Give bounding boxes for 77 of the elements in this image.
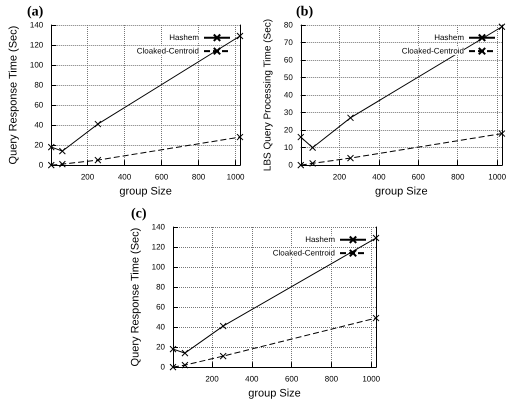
point: [236, 134, 244, 141]
y-tick-label: 120: [152, 242, 166, 252]
legend-label: Hashem: [169, 33, 200, 42]
chart-title: (a): [27, 4, 44, 20]
x-tick-label: 400: [118, 172, 132, 182]
legend-label: Hashem: [305, 235, 336, 244]
y-axis-title: Query Response Time (Sec): [129, 228, 142, 366]
x-tick-label: 600: [154, 172, 169, 182]
point: [220, 322, 227, 330]
point: [220, 352, 227, 360]
point: [372, 314, 380, 322]
point: [181, 362, 188, 369]
point: [48, 162, 55, 169]
y-tick-label: 140: [30, 20, 44, 30]
point: [498, 23, 506, 30]
x-tick-label: 1000: [362, 374, 381, 384]
point: [58, 160, 66, 168]
chart-title: (c): [131, 206, 147, 222]
legend-label: Cloaked-Centroid: [402, 46, 464, 56]
point: [94, 120, 102, 128]
y-axis-title: LBS Query Processing Time (Sec): [262, 18, 274, 172]
legend-label: Cloaked-Centroid: [272, 248, 335, 258]
point: [94, 156, 102, 164]
legend-label: Hashem: [434, 33, 464, 42]
x-tick-label: 1000: [226, 172, 246, 182]
y-tick-label: 20: [156, 342, 166, 352]
x-tick-label: 200: [205, 374, 220, 384]
point: [297, 162, 304, 169]
y-tick-label: 0: [38, 160, 44, 170]
y-tick-label: 120: [30, 40, 44, 50]
x-tick-label: 800: [192, 172, 206, 182]
y-tick-label: 20: [284, 126, 294, 135]
y-tick-label: 40: [34, 120, 44, 130]
x-axis-title: group Size: [248, 388, 301, 400]
x-tick-label: 600: [412, 172, 426, 182]
x-axis-title: group Size: [119, 186, 172, 198]
y-tick-label: 100: [30, 60, 44, 70]
y-tick-label: 70: [284, 38, 294, 48]
point: [58, 148, 66, 155]
y-tick-label: 10: [284, 143, 294, 152]
y-tick-label: 50: [284, 73, 294, 82]
point: [346, 154, 354, 162]
point: [170, 364, 176, 371]
point: [236, 32, 244, 40]
point: [372, 234, 380, 242]
y-axis-title: Query Response Time (Sec): [8, 26, 20, 164]
x-tick-label: 200: [80, 172, 95, 182]
y-tick-label: 60: [34, 100, 44, 110]
point: [309, 160, 316, 167]
y-tick-label: 30: [284, 108, 294, 118]
x-tick-label: 400: [372, 172, 386, 182]
x-tick-label: 400: [245, 374, 260, 384]
y-tick-label: 0: [288, 160, 294, 170]
y-tick-label: 100: [152, 262, 166, 272]
x-tick-label: 200: [332, 172, 347, 182]
y-tick-label: 60: [156, 302, 166, 312]
point: [346, 114, 354, 122]
y-tick-label: 80: [34, 80, 44, 90]
x-tick-label: 800: [324, 374, 339, 384]
point: [498, 130, 506, 138]
x-tick-label: 600: [284, 374, 299, 384]
x-tick-label: 1000: [488, 172, 507, 182]
y-tick-label: 40: [284, 90, 294, 100]
point: [297, 134, 304, 141]
y-tick-label: 60: [284, 56, 294, 65]
y-tick-label: 80: [156, 282, 166, 292]
y-tick-label: 140: [152, 222, 166, 232]
legend-label: Cloaked-Centroid: [136, 46, 199, 56]
y-tick-label: 80: [284, 20, 294, 30]
chart-title: (b): [296, 4, 314, 20]
x-axis-title: group Size: [375, 186, 428, 198]
y-tick-label: 40: [156, 322, 166, 332]
point: [309, 144, 316, 152]
x-tick-label: 800: [451, 172, 465, 182]
point: [181, 350, 188, 357]
y-tick-label: 0: [160, 362, 166, 372]
y-tick-label: 20: [34, 140, 44, 150]
